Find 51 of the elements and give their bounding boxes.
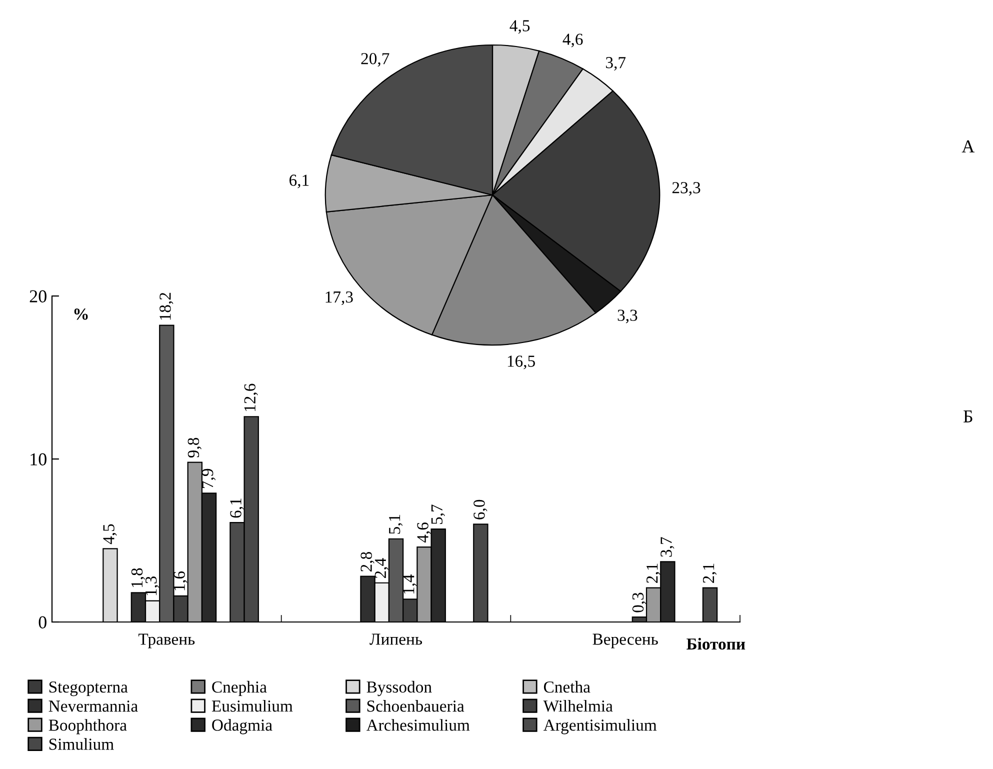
text: А — [962, 140, 975, 152]
data-label: 6,1 — [289, 174, 309, 188]
legend-label: Odagmia — [212, 719, 272, 734]
data-label: 3,7 — [660, 537, 674, 557]
legend-label: Eusimulium — [212, 700, 293, 712]
data-label: 2,8 — [360, 552, 374, 572]
legend-label: Archesimulium — [366, 719, 470, 731]
data-label: 4,5 — [103, 524, 117, 544]
data-label: 4,5 — [510, 20, 530, 34]
legend-label: Argentisimulium — [543, 719, 657, 734]
data-label: 2,4 — [374, 558, 388, 578]
data-label: 1,4 — [403, 574, 417, 594]
data-label: 2,1 — [702, 564, 717, 583]
data-label: 4,6 — [562, 34, 583, 48]
data-label: 6,0 — [474, 500, 488, 520]
data-label: 23,3 — [672, 182, 700, 196]
data-label: 2,1 — [646, 564, 660, 583]
data-label: 3,7 — [606, 57, 626, 71]
data-label: 4,6 — [417, 522, 431, 543]
data-label: 6,1 — [230, 498, 244, 518]
x-tick-label: Травень — [138, 634, 195, 648]
legend-label: Cnephia — [212, 680, 267, 696]
y-tick-label: 10 — [30, 453, 46, 466]
data-label: 1,8 — [131, 568, 146, 588]
data-label: 1,6 — [174, 571, 188, 590]
data-label: 17,3 — [326, 291, 353, 306]
legend-label: Byssodon — [366, 680, 432, 696]
legend-label: Simulium — [49, 738, 114, 750]
x-tick-label: Липень — [370, 634, 422, 645]
data-label: 18,2 — [160, 292, 174, 320]
data-label: 5,7 — [431, 504, 445, 524]
x-axis-title: Біотопи — [686, 638, 746, 650]
data-label: 3,3 — [618, 310, 638, 324]
legend-label: Boophthora — [48, 719, 127, 734]
data-label: 0,3 — [632, 592, 646, 612]
data-label: 5,1 — [389, 514, 403, 534]
x-tick-label: Вересень — [592, 634, 658, 648]
data-label: 9,8 — [188, 438, 202, 458]
legend-label: Schoenbaueria — [367, 700, 464, 712]
data-label: 16,5 — [508, 356, 535, 370]
data-label: 20,7 — [361, 53, 390, 67]
y-tick-label: 0 — [38, 616, 46, 628]
legend-label: Wilhelmia — [543, 700, 613, 712]
text: Б — [964, 410, 972, 422]
legend-label: Cnetha — [544, 680, 590, 693]
data-label: 12,6 — [244, 384, 258, 411]
data-label: 1,3 — [146, 576, 160, 596]
y-tick-label: 20 — [30, 290, 46, 302]
legend-label: Nevermannia — [48, 700, 138, 712]
y-axis-title: % — [74, 308, 88, 320]
legend-label: Stegopterna — [49, 681, 128, 696]
